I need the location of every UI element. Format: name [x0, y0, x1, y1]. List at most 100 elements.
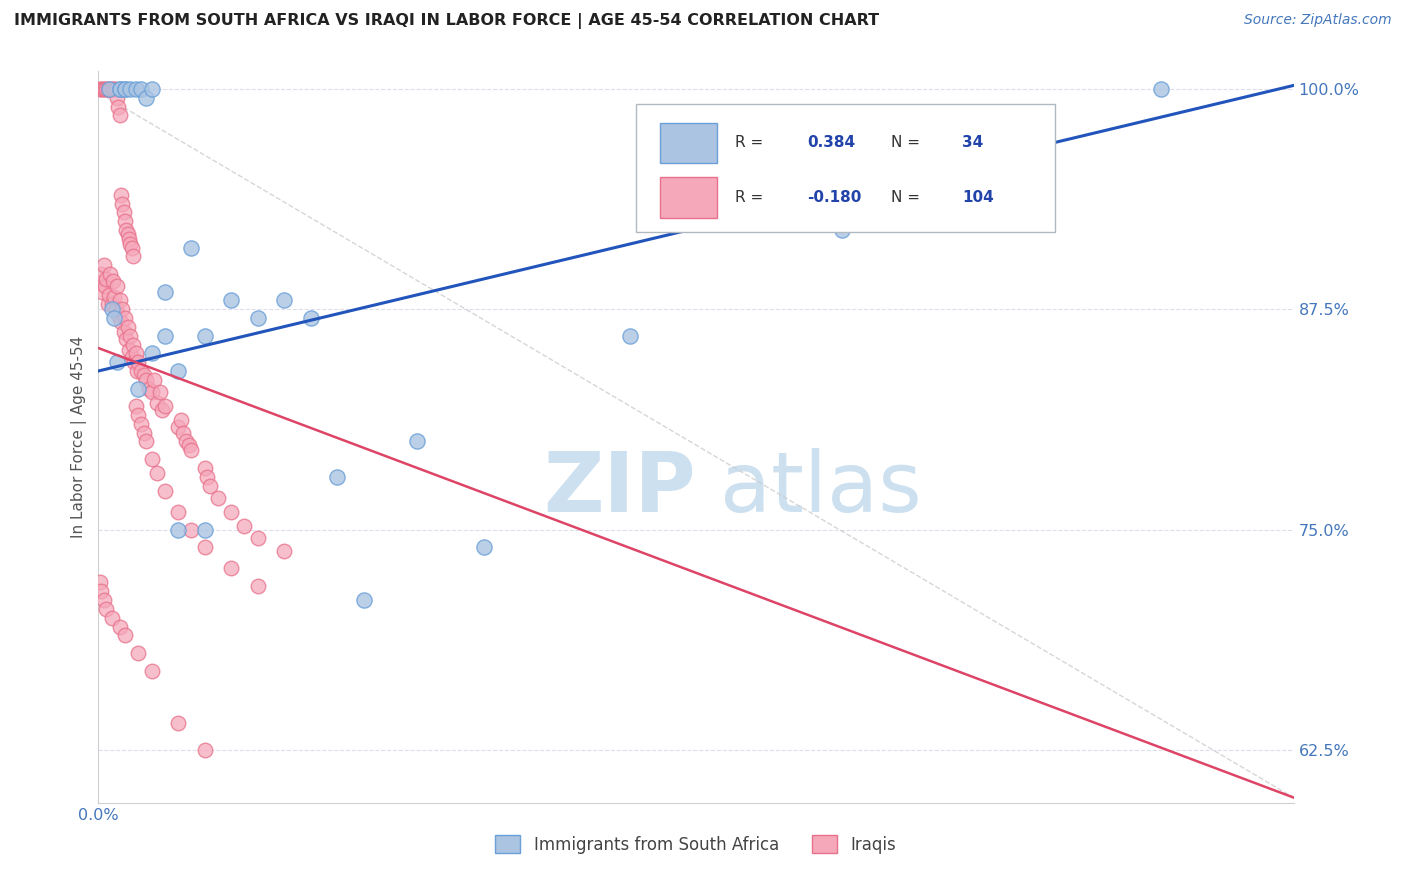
Point	[146, 395, 169, 409]
Point	[101, 82, 124, 96]
Text: IMMIGRANTS FROM SOUTH AFRICA VS IRAQI IN LABOR FORCE | AGE 45-54 CORRELATION CHA: IMMIGRANTS FROM SOUTH AFRICA VS IRAQI IN…	[14, 13, 879, 29]
Bar	[661, 122, 717, 163]
Point	[122, 337, 145, 351]
Point	[104, 302, 127, 317]
Point	[326, 469, 349, 483]
Text: R =: R =	[735, 190, 769, 205]
Point	[89, 575, 111, 590]
Bar	[661, 178, 717, 218]
Point	[167, 420, 190, 434]
Point	[132, 368, 155, 382]
Point	[120, 82, 142, 96]
Point	[125, 364, 148, 378]
Point	[89, 276, 111, 290]
Point	[108, 619, 131, 633]
Point	[174, 434, 197, 449]
Point	[153, 399, 176, 413]
Text: 34: 34	[963, 136, 984, 150]
Point	[141, 346, 163, 360]
Point	[153, 483, 176, 498]
Point	[180, 443, 202, 458]
Point	[108, 82, 131, 96]
Point	[94, 82, 117, 96]
Point	[219, 293, 242, 308]
Point	[89, 82, 111, 96]
Point	[177, 438, 200, 452]
Point	[135, 434, 157, 449]
Point	[114, 214, 136, 228]
Point	[143, 373, 166, 387]
Point	[167, 716, 190, 731]
Point	[129, 82, 152, 96]
Point	[148, 385, 170, 400]
Point	[105, 822, 128, 837]
Text: Source: ZipAtlas.com: Source: ZipAtlas.com	[1244, 13, 1392, 28]
Point	[167, 523, 190, 537]
Point	[141, 664, 163, 678]
Text: atlas: atlas	[720, 448, 921, 529]
Point	[153, 285, 176, 299]
Point	[233, 519, 256, 533]
Point	[114, 628, 136, 642]
Point	[100, 611, 122, 625]
Point	[120, 237, 142, 252]
Point	[1150, 82, 1173, 96]
Point	[103, 290, 125, 304]
Point	[100, 302, 122, 317]
Point	[180, 241, 202, 255]
Point	[299, 311, 322, 326]
Point	[129, 417, 152, 431]
Point	[96, 272, 118, 286]
Point	[111, 302, 134, 317]
Point	[98, 267, 122, 281]
Point	[112, 205, 135, 219]
Point	[93, 82, 115, 96]
Point	[115, 332, 138, 346]
Point	[90, 584, 112, 599]
Point	[91, 285, 114, 299]
Point	[153, 328, 176, 343]
Point	[194, 328, 217, 343]
Point	[619, 328, 641, 343]
Point	[124, 399, 146, 413]
Point	[100, 82, 122, 96]
Point	[98, 82, 121, 96]
Point	[114, 82, 136, 96]
Point	[110, 187, 132, 202]
Point	[90, 267, 112, 281]
Point	[194, 523, 217, 537]
Point	[108, 82, 131, 96]
Text: ZIP: ZIP	[544, 448, 696, 529]
Point	[108, 108, 131, 122]
Text: R =: R =	[735, 136, 769, 150]
Point	[167, 364, 190, 378]
Legend: Immigrants from South Africa, Iraqis: Immigrants from South Africa, Iraqis	[489, 829, 903, 860]
Point	[246, 532, 269, 546]
Point	[146, 467, 169, 481]
Point	[97, 82, 120, 96]
Point	[101, 274, 124, 288]
Point	[831, 223, 853, 237]
Point	[91, 82, 114, 96]
Point	[107, 100, 129, 114]
Point	[124, 82, 146, 96]
Point	[100, 297, 122, 311]
Point	[194, 743, 217, 757]
Point	[195, 469, 218, 483]
Point	[90, 82, 112, 96]
Point	[120, 328, 142, 343]
Point	[103, 311, 125, 326]
Point	[118, 232, 141, 246]
Point	[219, 561, 242, 575]
Point	[170, 413, 193, 427]
Point	[138, 382, 160, 396]
Text: -0.180: -0.180	[807, 190, 862, 205]
Point	[98, 82, 121, 96]
Point	[246, 579, 269, 593]
Point	[207, 491, 229, 505]
Point	[127, 382, 149, 396]
Point	[117, 320, 139, 334]
Point	[105, 91, 128, 105]
Point	[353, 593, 375, 607]
Point	[135, 91, 157, 105]
